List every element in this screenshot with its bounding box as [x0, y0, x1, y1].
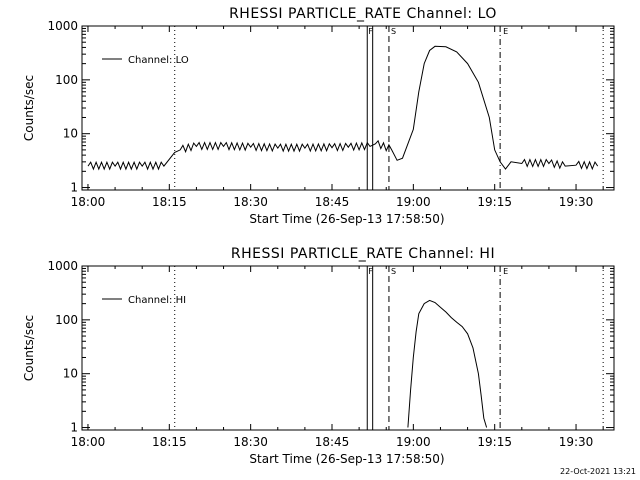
y-tick-label: 1000: [47, 19, 78, 33]
y-tick-label: 10: [63, 367, 78, 381]
footer-date: 22-Oct-2021 13:21: [560, 467, 636, 476]
x-tick-label: 18:30: [233, 435, 268, 449]
x-tick-label: 18:45: [315, 435, 350, 449]
x-tick-label: 18:45: [315, 195, 350, 209]
x-tick-label: 19:30: [559, 435, 594, 449]
x-tick-label: 19:00: [396, 435, 431, 449]
x-tick-label: 19:15: [477, 195, 512, 209]
x-tick-label: 19:30: [559, 195, 594, 209]
y-axis-label: Counts/sec: [22, 315, 36, 381]
y-tick-label: 1: [70, 181, 78, 195]
marker-label-f: F: [368, 27, 373, 36]
plot-frame: [81, 265, 615, 431]
y-tick-label: 1000: [47, 259, 78, 273]
marker-label-s: S: [391, 27, 396, 36]
x-tick-label: 18:00: [71, 195, 106, 209]
legend-label: Channel: LO: [128, 55, 189, 66]
plot-frame: [81, 25, 615, 191]
chart-title: RHESSI PARTICLE_RATE Channel: LO: [229, 6, 497, 22]
x-axis-label: Start Time (26-Sep-13 17:58:50): [249, 452, 444, 466]
x-tick-label: 18:15: [152, 195, 187, 209]
y-tick-label: 100: [55, 313, 78, 327]
panel-lo: RHESSI PARTICLE_RATE Channel: LO Start Ti…: [22, 6, 615, 226]
legend-label: Channel: HI: [128, 295, 186, 306]
y-axis-label: Counts/sec: [22, 75, 36, 141]
x-axis-label: Start Time (26-Sep-13 17:58:50): [249, 212, 444, 226]
y-tick-label: 100: [55, 73, 78, 87]
marker-label-s: S: [391, 267, 396, 276]
y-tick-label: 10: [63, 127, 78, 141]
series-line: [407, 299, 488, 428]
x-tick-label: 18:15: [152, 435, 187, 449]
x-tick-label: 18:30: [233, 195, 268, 209]
marker-label-f: F: [368, 267, 373, 276]
chart-title: RHESSI PARTICLE_RATE Channel: HI: [231, 246, 495, 262]
x-tick-label: 18:00: [71, 435, 106, 449]
marker-label-e: E: [503, 267, 508, 276]
x-tick-label: 19:00: [396, 195, 431, 209]
marker-label-e: E: [503, 27, 508, 36]
panel-hi: RHESSI PARTICLE_RATE Channel: HI Start Ti…: [22, 246, 615, 466]
y-tick-label: 1: [70, 421, 78, 435]
x-tick-label: 19:15: [477, 435, 512, 449]
series-line: [87, 45, 599, 171]
